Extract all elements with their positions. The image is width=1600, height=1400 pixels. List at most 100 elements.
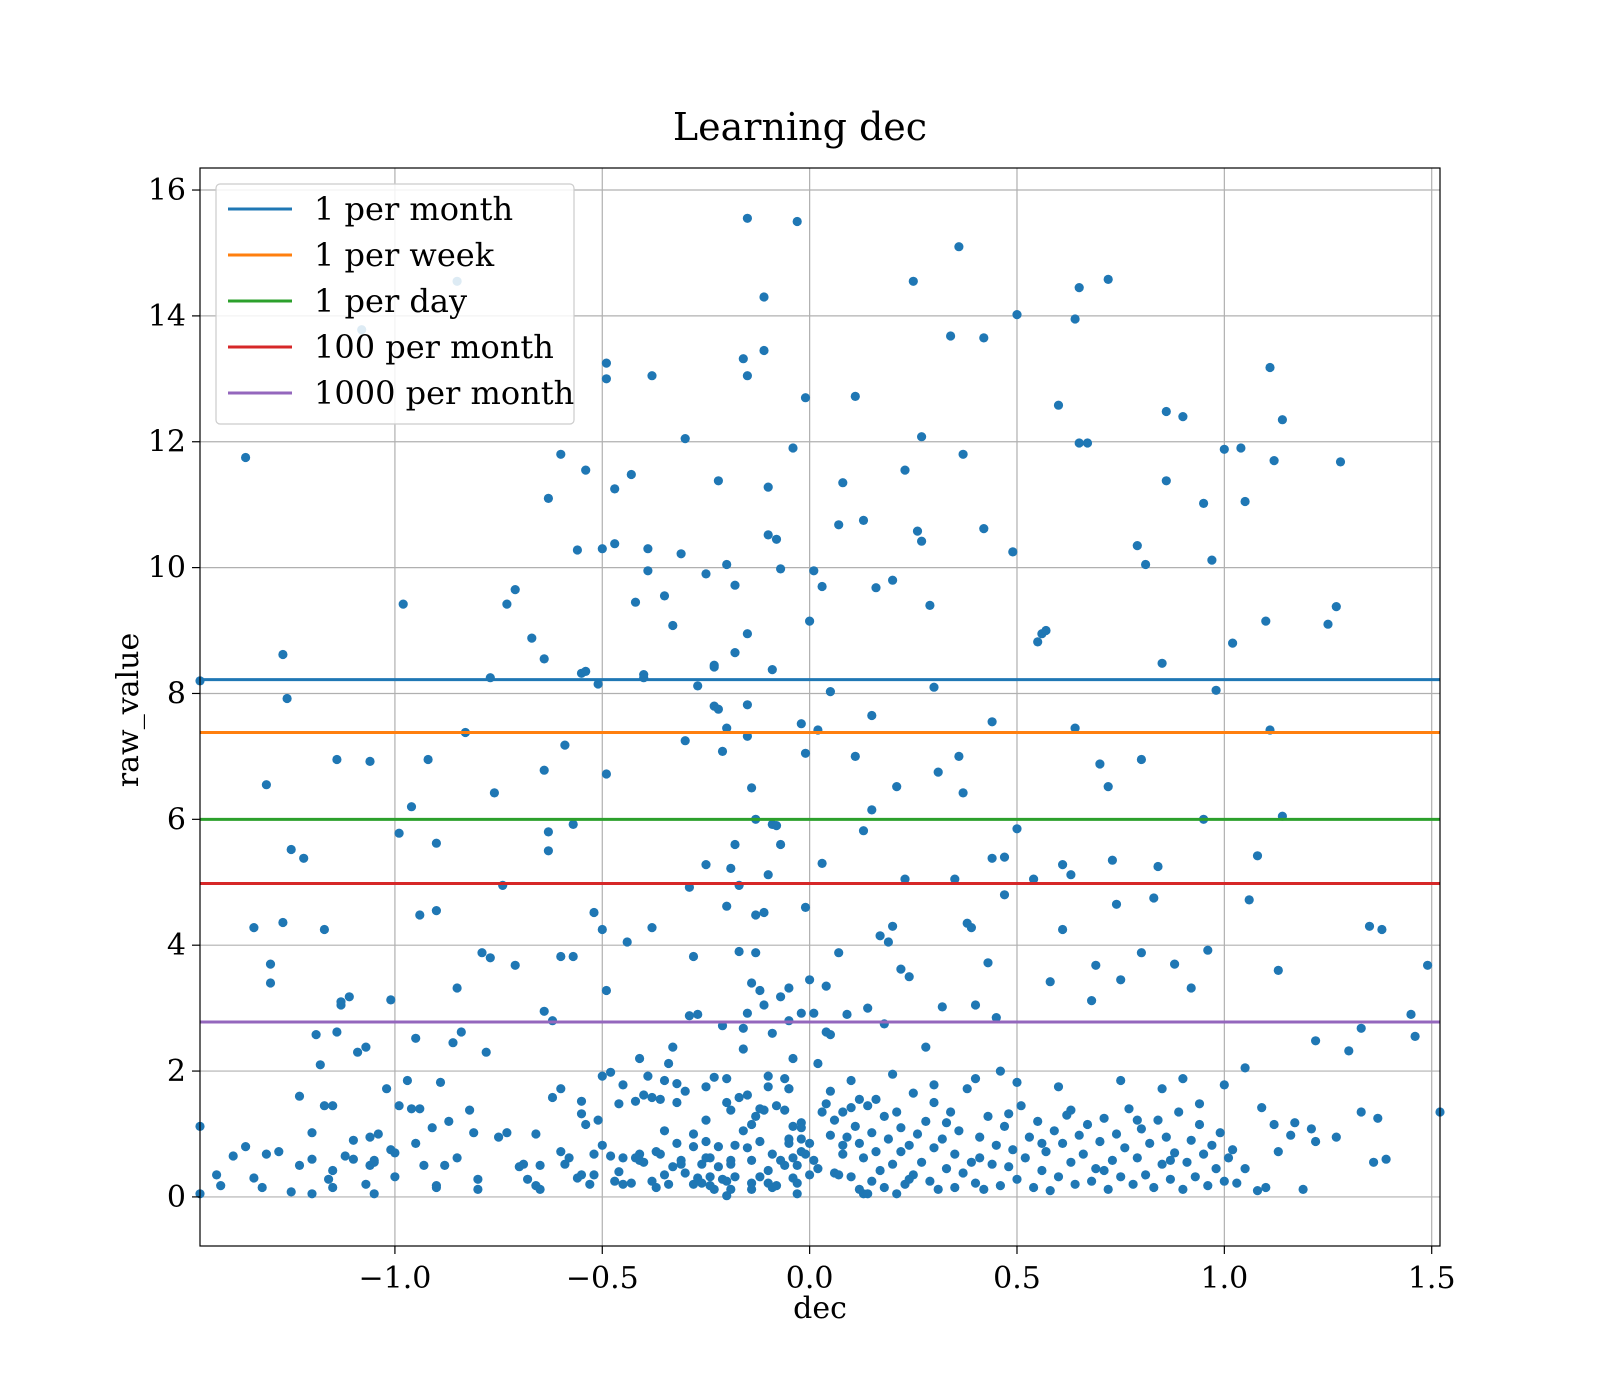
- data-point: [1136, 1124, 1146, 1134]
- data-point: [867, 805, 877, 815]
- data-point: [606, 1067, 616, 1077]
- data-point: [937, 1134, 947, 1144]
- data-point: [1228, 638, 1238, 648]
- data-point: [556, 1084, 566, 1094]
- y-tick-label: 12: [148, 425, 186, 460]
- data-point: [369, 1155, 379, 1165]
- data-point: [668, 1042, 678, 1052]
- data-point: [871, 1094, 881, 1104]
- chart-title: Learning dec: [673, 105, 927, 149]
- data-point: [659, 1170, 670, 1180]
- data-point: [1066, 1157, 1076, 1167]
- data-point: [618, 1179, 628, 1189]
- data-point: [1286, 1130, 1296, 1140]
- data-point: [1215, 1128, 1225, 1138]
- data-point: [610, 1176, 620, 1186]
- data-point: [431, 906, 441, 916]
- data-point: [1053, 1082, 1064, 1092]
- data-point: [767, 1149, 777, 1159]
- data-point: [1170, 959, 1180, 969]
- data-point: [1203, 945, 1213, 955]
- data-point: [597, 544, 607, 554]
- data-point: [867, 1176, 877, 1186]
- data-point: [332, 1027, 342, 1037]
- data-point: [647, 371, 657, 381]
- data-point: [966, 1157, 977, 1167]
- data-point: [871, 583, 881, 593]
- data-point: [1103, 782, 1113, 792]
- data-point: [1074, 283, 1084, 293]
- data-point: [1182, 1157, 1192, 1167]
- data-point: [1053, 400, 1064, 410]
- data-point: [850, 751, 860, 762]
- data-point: [970, 1074, 981, 1084]
- data-point: [523, 1174, 533, 1184]
- data-point: [1423, 960, 1433, 970]
- data-point: [390, 1172, 400, 1182]
- data-point: [1194, 1099, 1205, 1109]
- data-point: [581, 1119, 591, 1130]
- data-point: [999, 1121, 1010, 1131]
- data-point: [701, 860, 711, 870]
- data-point: [975, 1132, 985, 1142]
- data-point: [1132, 1115, 1142, 1125]
- data-point: [1356, 1107, 1366, 1117]
- data-point: [734, 946, 744, 957]
- data-point: [278, 917, 288, 928]
- data-point: [668, 620, 678, 631]
- data-point: [1240, 496, 1250, 507]
- legend-entry: 1000 per month: [228, 374, 574, 412]
- data-point: [431, 838, 441, 848]
- data-point: [871, 1147, 881, 1157]
- data-point: [950, 1182, 960, 1193]
- data-point: [216, 1181, 226, 1191]
- legend-box: [215, 183, 575, 425]
- data-point: [353, 1047, 363, 1057]
- data-point: [527, 633, 537, 643]
- data-point: [274, 1147, 284, 1157]
- data-point: [1269, 1119, 1279, 1130]
- data-point: [1041, 1147, 1051, 1157]
- data-point: [597, 1071, 607, 1081]
- data-point: [846, 1075, 856, 1086]
- data-point: [1074, 438, 1084, 448]
- data-point: [983, 958, 993, 968]
- data-point: [622, 937, 632, 947]
- data-point: [593, 1115, 603, 1125]
- legend-label: 1 per month: [314, 190, 513, 228]
- data-point: [431, 1182, 441, 1193]
- data-point: [688, 1129, 699, 1139]
- data-point: [921, 1116, 931, 1126]
- data-point: [1157, 1084, 1167, 1094]
- data-point: [788, 443, 798, 453]
- data-point: [850, 1121, 860, 1131]
- data-point: [556, 1147, 566, 1157]
- data-point: [929, 1097, 939, 1108]
- data-point: [925, 600, 935, 611]
- data-point: [1012, 824, 1022, 834]
- data-point: [1298, 1184, 1308, 1194]
- data-point: [742, 731, 753, 741]
- data-point: [1199, 1149, 1209, 1159]
- x-tick-label: 1.5: [1408, 1261, 1456, 1296]
- data-point: [701, 569, 711, 579]
- data-point: [510, 585, 520, 595]
- data-point: [560, 740, 570, 750]
- data-point: [601, 358, 612, 368]
- data-point: [776, 992, 786, 1002]
- legend-entry: 100 per month: [228, 328, 554, 366]
- data-point: [1128, 1179, 1138, 1189]
- data-point: [888, 1159, 898, 1169]
- data-point: [738, 1023, 748, 1033]
- data-point: [925, 1176, 935, 1186]
- data-point: [440, 1160, 450, 1170]
- y-axis-label: raw_value: [111, 633, 146, 787]
- data-point: [1016, 1101, 1026, 1111]
- data-point: [539, 765, 549, 775]
- data-point: [324, 1174, 334, 1184]
- legend-entry: 1 per week: [228, 236, 495, 274]
- data-point: [917, 1157, 927, 1167]
- data-point: [742, 1143, 753, 1153]
- data-point: [751, 1111, 761, 1121]
- data-point: [767, 1028, 777, 1038]
